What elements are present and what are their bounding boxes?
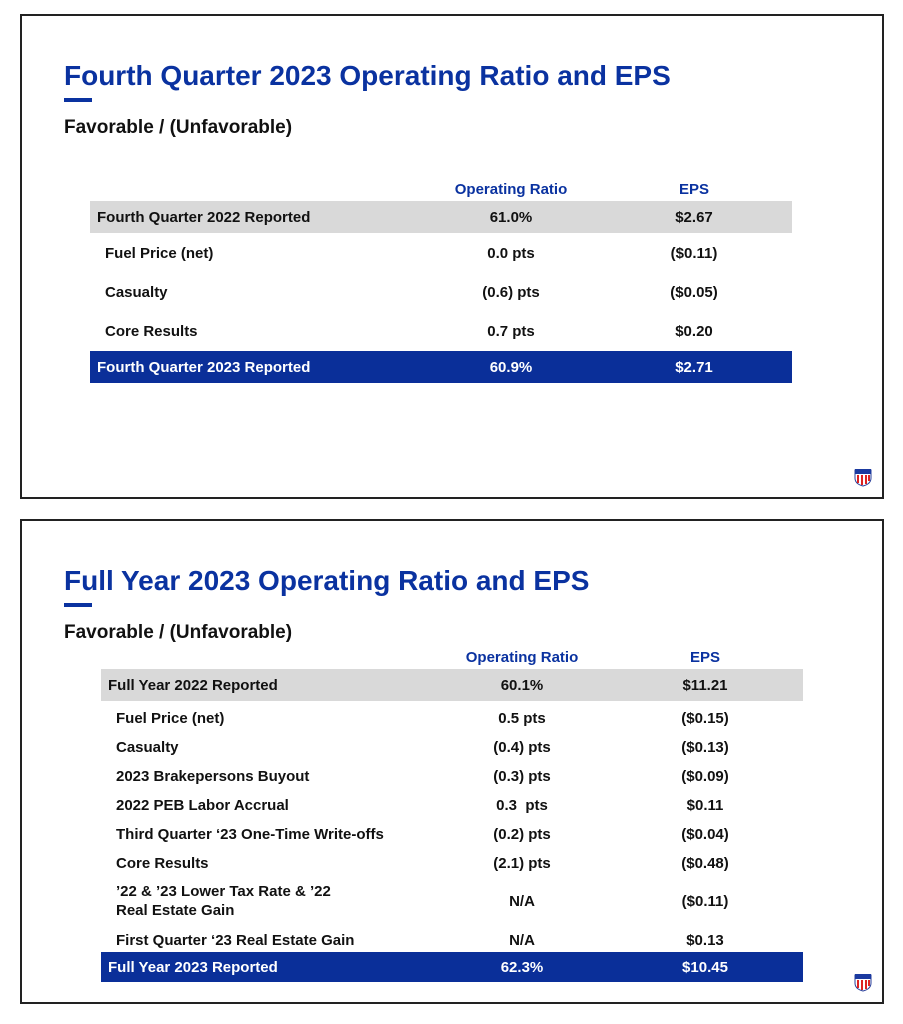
operating-ratio-value: 62.3%: [500, 959, 544, 976]
operating-ratio-value: (2.1) pts: [493, 855, 551, 872]
table-row: First Quarter ‘23 Real Estate Gain N/A $0.…: [101, 927, 803, 953]
table-row: ’22 & ’23 Lower Tax Rate & ’22 Real Esta…: [101, 879, 803, 923]
operating-ratio-value: (0.6) pts: [482, 284, 540, 301]
row-label: Core Results: [116, 855, 209, 872]
row-label: ’22 & ’23 Lower Tax Rate & ’22 Real Esta…: [116, 883, 331, 919]
eps-value: $0.20: [675, 323, 713, 340]
slide-title: Full Year 2023 Operating Ratio and EPS: [64, 565, 590, 596]
row-label: 2023 Brakepersons Buyout: [116, 768, 310, 785]
row-label: Third Quarter ‘23 One-Time Write-offs: [116, 826, 384, 843]
eps-value: ($0.11): [681, 893, 729, 910]
title-underline: [64, 98, 92, 102]
row-label: First Quarter ‘23 Real Estate Gain: [116, 932, 355, 949]
row-label: Fourth Quarter 2023 Reported: [97, 359, 311, 376]
column-header-eps: EPS: [678, 181, 709, 198]
operating-ratio-value: 0.7 pts: [487, 323, 535, 340]
row-label: Full Year 2022 Reported: [108, 677, 278, 694]
union-pacific-shield-icon: [854, 974, 872, 992]
eps-value: $11.21: [682, 677, 728, 694]
eps-value: ($0.05): [670, 284, 718, 301]
table-row: 2023 Brakepersons Buyout (0.3) pts ($0.09): [101, 763, 803, 789]
table-row: Fuel Price (net) 0.5 pts ($0.15): [101, 705, 803, 731]
table-row: Third Quarter ‘23 One-Time Write-offs (0.…: [101, 821, 803, 847]
operating-ratio-value: 0.3 pts: [496, 797, 548, 814]
slide-subtitle: Favorable / (Unfavorable): [64, 117, 293, 138]
row-label: Fourth Quarter 2022 Reported: [97, 209, 311, 226]
slide-title: Fourth Quarter 2023 Operating Ratio and …: [64, 60, 671, 91]
operating-ratio-value: N/A: [509, 893, 535, 910]
row-label: Fuel Price (net): [116, 710, 225, 727]
eps-value: $2.67: [675, 209, 713, 226]
operating-ratio-value: (0.3) pts: [493, 768, 551, 785]
union-pacific-shield-icon: [854, 469, 872, 487]
table-row: Fourth Quarter 2022 Reported 61.0% $2.67: [90, 201, 792, 233]
slide-subtitle: Favorable / (Unfavorable): [64, 622, 293, 643]
operating-ratio-value: 60.9%: [489, 359, 533, 376]
row-label: Core Results: [105, 323, 198, 340]
column-header-operating-ratio: Operating Ratio: [465, 649, 579, 666]
operating-ratio-value: (0.4) pts: [493, 739, 551, 756]
slide-fourth-quarter: Fourth Quarter 2023 Operating Ratio and …: [20, 14, 884, 499]
eps-value: $10.45: [682, 959, 728, 976]
operating-ratio-value: 0.5 pts: [498, 710, 546, 727]
operating-ratio-value: 61.0%: [489, 209, 533, 226]
row-label: 2022 PEB Labor Accrual: [116, 797, 289, 814]
eps-value: ($0.09): [681, 768, 729, 785]
column-header-operating-ratio: Operating Ratio: [454, 181, 568, 198]
eps-value: $0.11: [686, 797, 724, 814]
operating-ratio-value: 0.0 pts: [487, 245, 535, 262]
eps-value: ($0.11): [670, 245, 718, 262]
row-label: Casualty: [105, 284, 168, 301]
operating-ratio-value: N/A: [509, 932, 535, 949]
table-row: Core Results 0.7 pts $0.20: [90, 316, 792, 346]
eps-value: ($0.48): [681, 855, 729, 872]
row-label: Fuel Price (net): [105, 245, 214, 262]
operating-ratio-value: 60.1%: [500, 677, 544, 694]
operating-ratio-value: (0.2) pts: [493, 826, 551, 843]
table-row: Core Results (2.1) pts ($0.48): [101, 850, 803, 876]
eps-value: ($0.04): [681, 826, 729, 843]
table-row: Casualty (0.6) pts ($0.05): [90, 277, 792, 307]
table-row: Fuel Price (net) 0.0 pts ($0.11): [90, 238, 792, 268]
eps-value: $0.13: [686, 932, 724, 949]
eps-value: $2.71: [675, 359, 713, 376]
table-row: Full Year 2022 Reported 60.1% $11.21: [101, 669, 803, 701]
eps-value: ($0.13): [681, 739, 729, 756]
table-row: Casualty (0.4) pts ($0.13): [101, 734, 803, 760]
title-underline: [64, 603, 92, 607]
row-label: Casualty: [116, 739, 179, 756]
slide-full-year: Full Year 2023 Operating Ratio and EPS F…: [20, 519, 884, 1004]
column-header-eps: EPS: [689, 649, 720, 666]
eps-value: ($0.15): [681, 710, 729, 727]
row-label: Full Year 2023 Reported: [108, 959, 278, 976]
table-row: Full Year 2023 Reported 62.3% $10.45: [101, 952, 803, 982]
table-row: 2022 PEB Labor Accrual 0.3 pts $0.11: [101, 792, 803, 818]
table-row: Fourth Quarter 2023 Reported 60.9% $2.71: [90, 351, 792, 383]
